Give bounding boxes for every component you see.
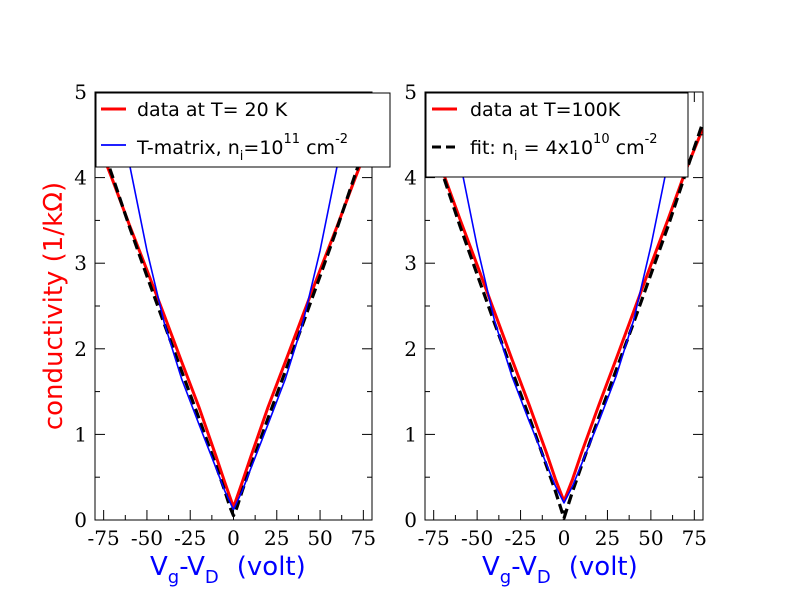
right-legend-fit-sup2: -2 bbox=[645, 132, 658, 147]
right-series-data bbox=[425, 127, 703, 503]
left-x-tick-label: -75 bbox=[88, 526, 120, 550]
left-legend-label-tmatrix: T-matrix, ni=1011 cm-2 bbox=[136, 132, 348, 164]
right-xlabel-sub2: D bbox=[537, 567, 551, 588]
left-xlabel-main: V bbox=[150, 552, 168, 582]
left-series-fit bbox=[95, 125, 372, 518]
right-legend-fit-sub: i bbox=[514, 149, 518, 164]
left-y-tick-label: 4 bbox=[74, 166, 87, 190]
right-legend-fit-post: cm bbox=[610, 137, 645, 159]
right-legend-label-data: data at T=100K bbox=[470, 99, 621, 121]
right-legend-box bbox=[425, 92, 689, 178]
left-legend-tmatrix-sub: i bbox=[240, 149, 244, 164]
right-x-tick-label: -75 bbox=[418, 526, 450, 550]
right-x-tick-label: 75 bbox=[682, 526, 707, 550]
left-y-tick-label: 5 bbox=[74, 80, 87, 104]
right-y-tick-label: 5 bbox=[404, 80, 417, 104]
right-xlabel-mid: -V bbox=[511, 552, 537, 582]
right-xlabel-tail: (volt) bbox=[569, 552, 638, 582]
left-x-tick-label: 50 bbox=[307, 526, 332, 550]
right-x-tick-label: 0 bbox=[558, 526, 571, 550]
left-legend-tmatrix-post: cm bbox=[300, 137, 335, 159]
left-y-axis-label: conductivity (1/kΩ) bbox=[39, 182, 69, 430]
left-y-tick-label: 1 bbox=[74, 422, 87, 446]
right-y-tick-label: 4 bbox=[404, 166, 417, 190]
right-legend: data at T=100K fit: ni = 4x1010 cm-2 bbox=[425, 92, 689, 178]
right-y-tick-label: 1 bbox=[404, 422, 417, 446]
right-y-tick-label: 2 bbox=[404, 337, 417, 361]
left-xlabel-mid: -V bbox=[179, 552, 205, 582]
right-series-fit bbox=[425, 121, 703, 520]
left-x-tick-label: 75 bbox=[351, 526, 376, 550]
right-x-tick-label: 25 bbox=[595, 526, 620, 550]
left-legend-tmatrix-sup2: -2 bbox=[335, 132, 348, 147]
left-xlabel-sub2: D bbox=[205, 567, 219, 588]
left-legend: data at T= 20 K T-matrix, ni=1011 cm-2 bbox=[95, 92, 391, 168]
left-y-tick-label: 2 bbox=[74, 337, 87, 361]
right-legend-label-fit: fit: ni = 4x1010 cm-2 bbox=[470, 132, 658, 164]
left-xlabel-tail: (volt) bbox=[237, 552, 306, 582]
left-legend-box bbox=[95, 92, 391, 168]
left-xlabel-sub1: g bbox=[168, 567, 179, 588]
left-y-tick-label: 0 bbox=[74, 508, 87, 532]
left-series-data bbox=[95, 134, 372, 509]
left-legend-tmatrix-sup: 11 bbox=[284, 132, 301, 147]
left-legend-label-data: data at T= 20 K bbox=[137, 99, 288, 121]
right-y-tick-label: 3 bbox=[404, 251, 417, 275]
right-legend-fit-pre: fit: n bbox=[470, 137, 514, 159]
right-series-t-matrix bbox=[446, 92, 682, 504]
right-xlabel-sub1: g bbox=[500, 567, 511, 588]
right-x-tick-label: -25 bbox=[504, 526, 536, 550]
right-chart-panel: -75 -50 -25 0 25 50 75 0 1 2 3 4 5 data at T=100K fi… bbox=[404, 80, 707, 588]
right-legend-fit-sup: 10 bbox=[593, 132, 610, 147]
right-x-axis-label: Vg-VD (volt) bbox=[482, 552, 638, 588]
left-legend-tmatrix-pre: T-matrix, n bbox=[136, 137, 240, 159]
left-x-axis-label: Vg-VD (volt) bbox=[150, 552, 306, 588]
right-plot-area bbox=[425, 92, 703, 520]
left-chart-panel: -75 -50 -25 0 25 50 75 0 1 2 3 4 5 data at T= 20 K T… bbox=[39, 80, 391, 588]
left-y-tick-label: 3 bbox=[74, 251, 87, 275]
left-x-tick-label: 25 bbox=[264, 526, 289, 550]
right-legend-fit-mid: = 4x10 bbox=[518, 137, 594, 159]
left-series-t-matrix bbox=[114, 92, 353, 511]
right-x-tick-label: -50 bbox=[461, 526, 493, 550]
right-xlabel-main: V bbox=[482, 552, 500, 582]
left-plot-area bbox=[95, 92, 372, 518]
left-x-tick-label: -50 bbox=[131, 526, 163, 550]
left-legend-tmatrix-mid: =10 bbox=[243, 137, 283, 159]
left-x-tick-label: 0 bbox=[227, 526, 240, 550]
right-x-tick-label: 50 bbox=[638, 526, 663, 550]
right-y-tick-label: 0 bbox=[404, 508, 417, 532]
left-x-tick-label: -25 bbox=[174, 526, 206, 550]
